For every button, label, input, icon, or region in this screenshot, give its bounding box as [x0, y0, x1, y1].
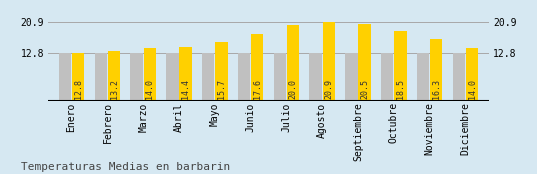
Text: 13.2: 13.2: [110, 79, 119, 99]
Bar: [287, 25, 299, 101]
Bar: [417, 53, 429, 101]
Bar: [215, 42, 228, 101]
Text: 14.4: 14.4: [181, 79, 190, 99]
Bar: [143, 48, 156, 101]
Bar: [430, 39, 442, 101]
Bar: [202, 53, 214, 101]
Text: 18.5: 18.5: [396, 79, 405, 99]
Bar: [309, 53, 322, 101]
Bar: [108, 51, 120, 101]
Bar: [358, 23, 371, 101]
Text: 14.0: 14.0: [146, 79, 154, 99]
Bar: [166, 53, 179, 101]
Bar: [130, 53, 143, 101]
Bar: [345, 53, 358, 101]
Bar: [59, 53, 71, 101]
Bar: [179, 46, 192, 101]
Text: 12.8: 12.8: [74, 79, 83, 99]
Bar: [453, 53, 465, 101]
Bar: [381, 53, 394, 101]
Bar: [323, 22, 335, 101]
Text: 20.9: 20.9: [324, 79, 333, 99]
Text: 20.5: 20.5: [360, 79, 369, 99]
Bar: [72, 53, 84, 101]
Bar: [251, 34, 264, 101]
Text: 20.0: 20.0: [288, 79, 297, 99]
Bar: [394, 31, 407, 101]
Text: 17.6: 17.6: [253, 79, 262, 99]
Text: 14.0: 14.0: [468, 79, 476, 99]
Text: 16.3: 16.3: [432, 79, 441, 99]
Bar: [466, 48, 478, 101]
Text: 15.7: 15.7: [217, 79, 226, 99]
Text: Temperaturas Medias en barbarin: Temperaturas Medias en barbarin: [21, 162, 231, 172]
Bar: [238, 53, 250, 101]
Bar: [95, 53, 107, 101]
Bar: [273, 53, 286, 101]
